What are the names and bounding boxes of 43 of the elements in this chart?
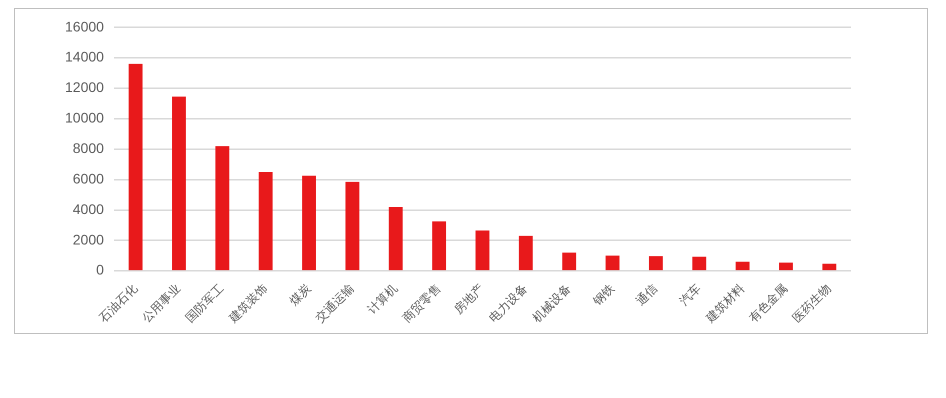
bar (432, 221, 446, 270)
bar (648, 256, 663, 270)
y-tick-label: 10000 (64, 110, 104, 126)
y-tick-label: 0 (96, 262, 104, 278)
x-tick-label: 有色金属 (746, 281, 790, 326)
y-tick-label: 14000 (64, 48, 104, 65)
bar (128, 64, 143, 270)
x-tick-label: 国防军工 (182, 281, 227, 326)
bar (779, 262, 793, 270)
x-tick-label: 商贸零售 (400, 281, 444, 326)
x-tick-label: 建筑材料 (702, 281, 747, 326)
bar (518, 236, 533, 270)
x-tick-label: 公用事业 (139, 281, 184, 326)
bar (476, 230, 490, 270)
bar (302, 176, 316, 270)
x-tick-label: 交通运输 (312, 281, 357, 326)
y-tick-label: 12000 (64, 79, 104, 96)
x-tick-label: 机械设备 (530, 281, 574, 326)
bar (822, 264, 836, 270)
bar (562, 252, 576, 270)
bar (736, 262, 750, 270)
x-tick-label: 电力设备 (486, 281, 530, 326)
x-tick-label: 煤炭 (286, 281, 314, 308)
x-tick-label: 计算机 (364, 281, 400, 317)
bar (388, 206, 403, 270)
x-tick-label: 建筑装饰 (225, 281, 270, 326)
y-tick-label: 2000 (72, 231, 104, 248)
bar (692, 256, 706, 270)
x-tick-label: 钢铁 (589, 281, 617, 309)
bar (606, 256, 620, 270)
y-tick-label: 4000 (72, 200, 104, 217)
y-tick-label: 16000 (64, 18, 104, 34)
bar (345, 182, 360, 270)
x-tick-label: 石油石化 (96, 281, 140, 326)
x-tick-label: 医药生物 (790, 281, 834, 326)
x-tick-label: 汽车 (676, 281, 704, 308)
bar (172, 96, 186, 270)
y-tick-label: 8000 (72, 140, 104, 156)
x-tick-label: 通信 (633, 281, 660, 308)
y-tick-label: 6000 (72, 170, 104, 186)
bar (258, 172, 273, 270)
x-tick-label: 房地产 (451, 281, 487, 317)
bar (215, 146, 230, 270)
